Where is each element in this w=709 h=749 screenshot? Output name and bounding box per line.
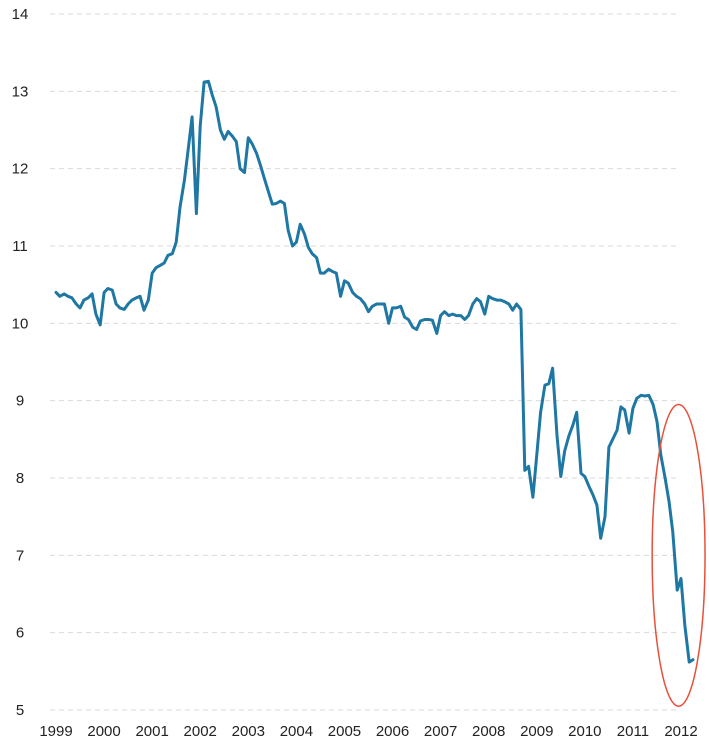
x-tick-label: 2002 bbox=[184, 723, 217, 740]
y-tick-label: 11 bbox=[12, 238, 28, 255]
grid bbox=[50, 13, 678, 711]
x-tick-label: 2003 bbox=[232, 723, 265, 740]
y-tick-label: 14 bbox=[12, 6, 29, 23]
x-tick-label: 2004 bbox=[280, 723, 313, 740]
series-line-0 bbox=[54, 79, 695, 664]
highlight-layer bbox=[651, 403, 706, 707]
x-tick-label: 2009 bbox=[520, 723, 553, 740]
x-tick-label: 2007 bbox=[424, 723, 457, 740]
y-tick-label: 6 bbox=[16, 625, 24, 642]
y-tick-label: 10 bbox=[12, 315, 29, 332]
x-tick-label: 2012 bbox=[664, 723, 697, 740]
x-axis-ticks: 1999 2000 2001 2002 2003 2004 2005 2006 2007 2008… bbox=[39, 723, 697, 740]
y-tick-label: 8 bbox=[16, 470, 24, 487]
y-axis-ticks: 5 6 7 8 9 10 11 12 13 14 bbox=[12, 6, 29, 719]
y-tick-label: 7 bbox=[16, 547, 24, 564]
x-tick-label: 2011 bbox=[617, 723, 649, 740]
y-tick-label: 5 bbox=[16, 702, 24, 719]
y-tick-label: 13 bbox=[12, 83, 29, 100]
x-tick-label: 2010 bbox=[568, 723, 601, 740]
y-tick-label: 9 bbox=[16, 393, 24, 410]
x-tick-label: 2000 bbox=[87, 723, 120, 740]
x-tick-label: 2008 bbox=[472, 723, 505, 740]
highlight-ellipse bbox=[651, 403, 706, 707]
x-tick-label: 2001 bbox=[135, 723, 168, 740]
x-tick-label: 2006 bbox=[376, 723, 409, 740]
series-layer bbox=[54, 79, 695, 664]
x-tick-label: 1999 bbox=[39, 723, 72, 740]
y-tick-label: 12 bbox=[12, 161, 29, 178]
x-tick-label: 2005 bbox=[328, 723, 361, 740]
